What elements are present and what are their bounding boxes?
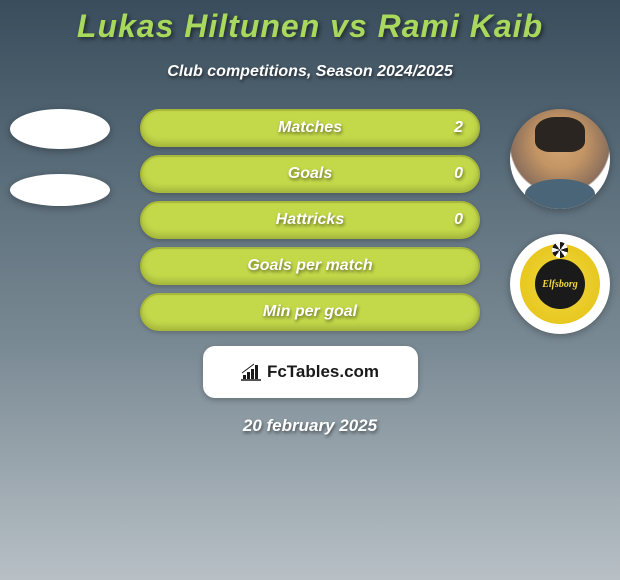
stat-bar-min-per-goal: Min per goal [140,293,480,331]
stat-label: Matches [278,119,342,137]
player-right-club-logo: Elfsborg [510,234,610,334]
date-label: 20 february 2025 [0,416,620,436]
stats-area: Elfsborg Matches 2 Goals 0 Hattricks 0 G… [0,109,620,436]
player-left-column [10,109,110,206]
stat-value: 2 [454,119,463,137]
fctables-logo: FcTables.com [241,362,379,382]
club-logo-text: Elfsborg [535,259,585,309]
page-title: Lukas Hiltunen vs Rami Kaib [0,8,620,45]
stat-bar-matches: Matches 2 [140,109,480,147]
stat-bar-goals: Goals 0 [140,155,480,193]
stat-label: Goals per match [247,257,372,275]
subtitle: Club competitions, Season 2024/2025 [0,63,620,81]
stat-value: 0 [454,165,463,183]
stat-label: Hattricks [276,211,344,229]
stat-bar-goals-per-match: Goals per match [140,247,480,285]
footer-brand-box[interactable]: FcTables.com [203,346,418,398]
player-right-photo [510,109,610,209]
stat-label: Goals [288,165,332,183]
stat-value: 0 [454,211,463,229]
stat-bars-list: Matches 2 Goals 0 Hattricks 0 Goals per … [140,109,480,331]
infographic-container: Lukas Hiltunen vs Rami Kaib Club competi… [0,0,620,436]
bar-chart-icon [241,363,261,381]
footer-brand-text: FcTables.com [267,362,379,382]
stat-bar-hattricks: Hattricks 0 [140,201,480,239]
player-left-photo [10,109,110,149]
player-right-column: Elfsborg [510,109,610,334]
stat-label: Min per goal [263,303,357,321]
player-left-club-logo [10,174,110,206]
club-logo-outer-ring: Elfsborg [520,244,600,324]
